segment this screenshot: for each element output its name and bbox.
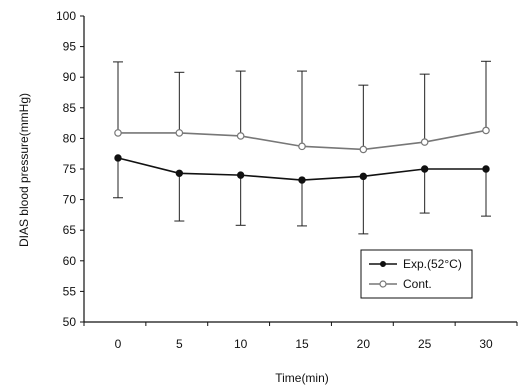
y-tick-label-80: 80 bbox=[63, 131, 77, 145]
x-tick-label-25: 25 bbox=[418, 337, 432, 351]
data-point bbox=[175, 169, 184, 177]
x-tick-label-20: 20 bbox=[357, 337, 371, 351]
y-axis: 50 55 60 65 70 75 80 85 90 95 100 bbox=[56, 9, 85, 329]
x-axis: 0 5 10 15 20 25 30 bbox=[83, 321, 518, 351]
data-point bbox=[175, 129, 184, 137]
x-tick-label-15: 15 bbox=[295, 337, 309, 351]
data-point bbox=[114, 129, 122, 137]
legend-marker-0 bbox=[380, 261, 386, 267]
data-point bbox=[359, 145, 368, 154]
data-point bbox=[482, 126, 490, 135]
y-tick-label-100: 100 bbox=[56, 9, 76, 23]
y-tick-label-60: 60 bbox=[63, 254, 77, 268]
y-axis-title: DIAS blood pressure(mmHg) bbox=[17, 93, 31, 247]
x-tick-label-10: 10 bbox=[234, 337, 248, 351]
data-point bbox=[482, 165, 490, 173]
legend-box bbox=[360, 249, 473, 299]
data-point bbox=[236, 132, 245, 140]
legend: Exp.(52°C) Cont. bbox=[360, 249, 473, 299]
y-tick-label-70: 70 bbox=[63, 193, 77, 207]
y-tick-label-90: 90 bbox=[63, 70, 77, 84]
series-1 bbox=[113, 60, 491, 154]
data-point bbox=[114, 154, 122, 162]
data-point bbox=[420, 165, 429, 173]
y-tick-label-95: 95 bbox=[63, 40, 77, 54]
x-axis-title: Time(min) bbox=[275, 371, 329, 385]
x-tick-label-30: 30 bbox=[479, 337, 493, 351]
y-tick-label-50: 50 bbox=[63, 315, 77, 329]
legend-marker-1 bbox=[379, 280, 387, 288]
data-point bbox=[359, 172, 368, 181]
legend-label-0: Exp.(52°C) bbox=[403, 257, 462, 271]
data-point bbox=[420, 138, 429, 146]
x-tick-label-5: 5 bbox=[176, 337, 183, 351]
series-0 bbox=[113, 154, 491, 235]
y-tick-label-65: 65 bbox=[63, 223, 77, 237]
data-point bbox=[298, 142, 306, 151]
y-tick-label-85: 85 bbox=[63, 101, 77, 115]
y-tick-label-55: 55 bbox=[63, 284, 77, 298]
legend-label-1: Cont. bbox=[403, 277, 432, 291]
x-tick-label-0: 0 bbox=[115, 337, 122, 351]
y-tick-label-75: 75 bbox=[63, 162, 77, 176]
series-layer bbox=[113, 60, 491, 235]
data-point bbox=[236, 171, 245, 179]
data-point bbox=[298, 176, 306, 184]
